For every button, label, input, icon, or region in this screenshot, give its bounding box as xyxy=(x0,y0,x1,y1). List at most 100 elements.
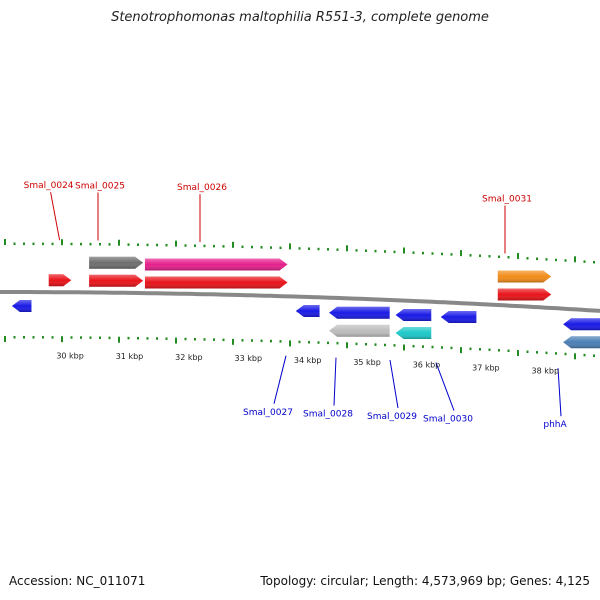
tick-mark-upper xyxy=(51,242,54,246)
tick-mark-upper xyxy=(441,252,443,256)
tick-mark-upper xyxy=(308,247,310,250)
tick-mark-upper xyxy=(99,243,101,246)
tick-mark-upper xyxy=(156,243,158,247)
tick-mark-upper xyxy=(555,258,557,262)
tick-mark-upper xyxy=(289,243,291,250)
gene-arrow-shade xyxy=(89,274,144,287)
tick-mark-upper xyxy=(232,241,234,248)
tick-mark-lower xyxy=(4,336,6,343)
tick-mark-lower xyxy=(184,337,187,341)
tick-mark-lower xyxy=(61,336,63,343)
tick-mark-lower xyxy=(99,336,101,340)
gene-feature-f5[interactable] xyxy=(144,258,288,271)
gene-feature-f14[interactable] xyxy=(440,311,477,324)
tick-mark-upper xyxy=(270,246,272,249)
tick-mark-upper xyxy=(23,242,25,246)
tick-mark-lower xyxy=(536,351,538,354)
tick-mark-lower xyxy=(118,336,120,343)
callout-line xyxy=(557,368,562,417)
tick-mark-lower xyxy=(479,348,481,351)
gene-feature-f4[interactable] xyxy=(144,276,288,289)
callout-line xyxy=(273,355,287,404)
tick-mark-upper xyxy=(374,249,377,253)
tick-mark-upper xyxy=(488,255,491,258)
tick-mark-upper xyxy=(175,240,177,247)
tick-mark-lower xyxy=(80,336,82,339)
tick-mark-upper xyxy=(327,248,329,251)
tick-mark-lower xyxy=(89,336,92,339)
gene-arrow-shade xyxy=(144,258,288,271)
gene-feature-f8[interactable] xyxy=(11,300,32,313)
gene-feature-f16[interactable] xyxy=(563,336,600,349)
scale-label: 36 kbp xyxy=(413,361,441,370)
tick-mark-lower xyxy=(23,336,25,339)
tick-mark-lower xyxy=(507,349,510,353)
tick-mark-lower xyxy=(222,338,225,342)
gene-feature-f3[interactable] xyxy=(89,256,144,269)
gene-arrow-shade xyxy=(440,311,477,324)
tick-mark-upper xyxy=(564,259,567,262)
tick-mark-upper xyxy=(355,249,358,252)
gene-label: Smal_0024 xyxy=(24,181,74,191)
tick-mark-upper xyxy=(346,245,348,252)
gene-feature-f2[interactable] xyxy=(89,274,144,287)
tick-mark-lower xyxy=(13,336,16,339)
tick-mark-upper xyxy=(251,245,253,249)
tick-mark-lower xyxy=(384,343,386,347)
gene-feature-f12[interactable] xyxy=(395,308,432,321)
tick-mark-lower xyxy=(260,339,263,343)
tick-mark-lower xyxy=(441,346,443,349)
tick-mark-lower xyxy=(289,340,291,347)
tick-mark-upper xyxy=(165,243,168,247)
tick-mark-lower xyxy=(42,336,44,339)
tick-mark-lower xyxy=(108,336,111,340)
gene-feature-f15[interactable] xyxy=(563,318,600,331)
tick-mark-lower xyxy=(146,337,149,340)
tick-mark-upper xyxy=(4,239,6,246)
tick-mark-upper xyxy=(526,257,529,260)
tick-mark-upper xyxy=(517,253,519,260)
gene-label: Smal_0028 xyxy=(303,410,353,420)
genome-backbone xyxy=(0,290,600,313)
map-title: Stenotrophomonas maltophilia R551-3, com… xyxy=(111,10,489,25)
gene-label: Smal_0029 xyxy=(367,412,417,422)
tick-mark-lower xyxy=(574,353,576,360)
scale-label: 35 kbp xyxy=(353,358,381,367)
tick-mark-upper xyxy=(42,242,44,246)
tick-mark-lower xyxy=(308,340,310,344)
tick-mark-lower xyxy=(70,336,73,339)
tick-mark-upper xyxy=(137,243,139,246)
tick-mark-lower xyxy=(469,347,472,351)
tick-mark-lower xyxy=(251,339,253,342)
gene-feature-f7[interactable] xyxy=(497,288,552,301)
tick-mark-upper xyxy=(298,247,301,250)
gene-feature-f10[interactable] xyxy=(329,306,390,319)
tick-mark-lower xyxy=(203,338,206,341)
tick-mark-lower xyxy=(355,342,358,346)
tick-mark-upper xyxy=(118,239,120,246)
tick-mark-upper xyxy=(61,239,63,246)
gene-feature-f13[interactable] xyxy=(395,326,432,339)
tick-mark-lower xyxy=(175,337,177,344)
tick-mark-upper xyxy=(70,242,73,246)
gene-feature-f11[interactable] xyxy=(329,324,390,337)
tick-mark-upper xyxy=(593,260,595,264)
gene-feature-f9[interactable] xyxy=(295,304,320,317)
tick-mark-lower xyxy=(374,343,377,346)
tick-mark-upper xyxy=(222,245,225,248)
tick-mark-lower xyxy=(317,341,320,344)
tick-mark-lower xyxy=(327,341,329,345)
gene-label: Smal_0025 xyxy=(75,182,125,192)
gene-arrow-shade xyxy=(329,324,390,337)
tick-mark-upper xyxy=(545,258,548,261)
gene-label: Smal_0026 xyxy=(177,183,227,193)
gene-feature-f6[interactable] xyxy=(497,270,552,283)
tick-mark-upper xyxy=(450,253,453,256)
tick-mark-lower xyxy=(213,338,215,341)
tick-mark-lower xyxy=(422,345,424,348)
tick-mark-upper xyxy=(184,244,187,247)
tick-mark-lower xyxy=(346,342,348,349)
tick-mark-upper xyxy=(80,242,82,246)
gene-feature-f1[interactable] xyxy=(48,274,72,287)
gene-label: phhA xyxy=(543,420,567,430)
